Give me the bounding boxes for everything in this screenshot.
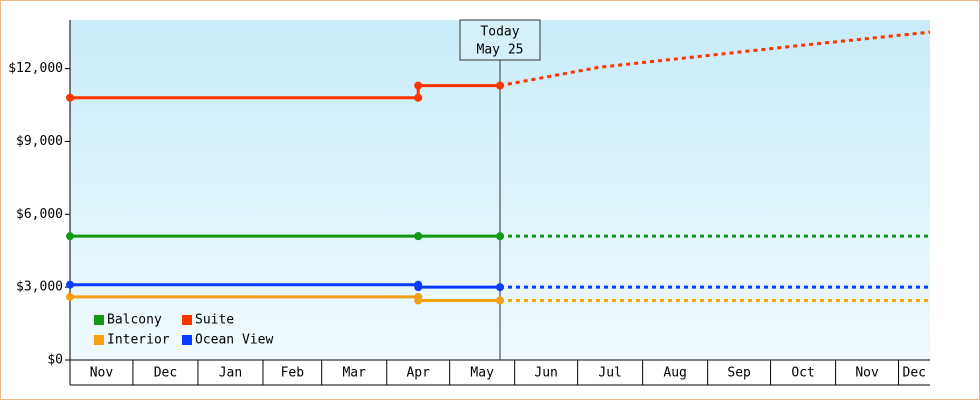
point: [414, 93, 423, 102]
x-tick-label: Oct: [791, 366, 814, 381]
y-tick-label: $0: [47, 353, 63, 368]
x-tick-label: Mar: [342, 366, 366, 381]
x-tick-label: Sep: [727, 366, 751, 381]
x-tick-label: Jun: [534, 366, 557, 381]
legend-label: Interior: [107, 333, 170, 348]
forecast-line: [499, 30, 931, 88]
legend-swatch: [182, 335, 192, 345]
point: [66, 232, 74, 241]
today-box: [459, 19, 541, 61]
x-tick-label: Jan: [219, 366, 242, 381]
legend-label: Ocean View: [195, 333, 273, 348]
point: [66, 292, 74, 301]
series-line: [70, 84, 500, 100]
x-tick-label: Apr: [406, 366, 430, 381]
today-title: Today: [480, 25, 519, 40]
legend-swatch: [182, 315, 192, 325]
x-tick-label: Jul: [598, 366, 621, 381]
point: [414, 283, 423, 292]
point: [414, 81, 423, 90]
point: [414, 296, 423, 305]
point: [496, 283, 504, 292]
x-tick-label: Nov: [855, 366, 879, 381]
legend-swatch: [94, 335, 104, 345]
legend-label: Suite: [195, 313, 234, 328]
x-tick-label: Aug: [663, 366, 686, 381]
y-tick-label: $9,000: [16, 134, 63, 149]
point: [496, 232, 504, 241]
y-tick-label: $3,000: [16, 280, 63, 295]
legend-label: Balcony: [107, 313, 162, 328]
y-tick-label: $6,000: [16, 207, 63, 222]
point: [496, 81, 504, 90]
x-tick-label: Dec: [154, 366, 177, 381]
x-tick-label: Feb: [281, 366, 305, 381]
y-tick-label: $12,000: [8, 61, 63, 76]
today-date: May 25: [477, 43, 524, 58]
point: [496, 296, 504, 305]
point: [66, 93, 74, 102]
x-tick-label: Nov: [90, 366, 114, 381]
point: [414, 232, 423, 241]
x-tick-label: May: [470, 366, 494, 381]
x-tick-label: Dec: [903, 366, 926, 381]
legend-swatch: [94, 315, 104, 325]
point: [66, 280, 74, 289]
